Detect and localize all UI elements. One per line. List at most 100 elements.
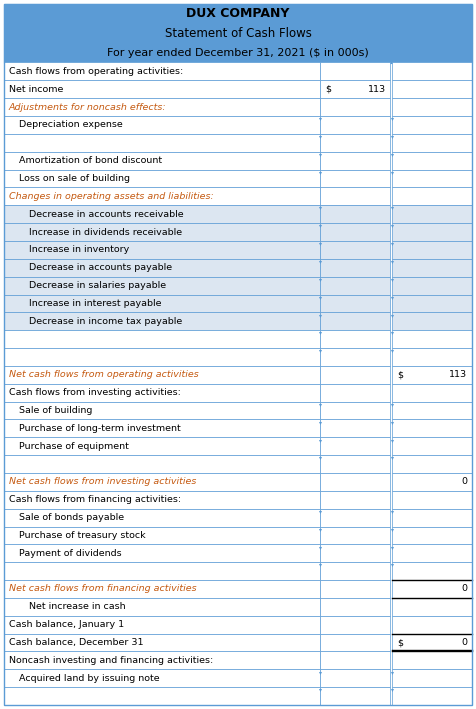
Bar [320,527,390,545]
Bar [4,98,320,116]
Bar [4,259,320,277]
Text: Net cash flows from investing activities: Net cash flows from investing activities [9,477,197,486]
Bar [4,634,320,652]
Bar [320,116,390,134]
Text: Decrease in accounts payable: Decrease in accounts payable [29,263,172,272]
Text: Purchase of equipment: Purchase of equipment [19,442,129,451]
Bar [320,313,390,330]
Bar [392,366,472,384]
Bar [392,277,472,294]
Bar [320,241,390,259]
Bar [392,134,472,152]
Bar [4,294,320,313]
Bar [4,598,320,615]
Bar [320,259,390,277]
Text: Purchase of long-term investment: Purchase of long-term investment [19,424,181,433]
Text: Decrease in accounts receivable: Decrease in accounts receivable [29,210,184,218]
Bar [4,223,320,241]
Text: Depreciation expense: Depreciation expense [19,121,123,130]
Bar [392,669,472,687]
Bar [320,562,390,580]
Bar [4,401,320,420]
Bar [4,277,320,294]
Bar [392,241,472,259]
Text: 113: 113 [368,85,386,94]
Bar [4,615,320,634]
Bar [320,473,390,491]
Bar [4,348,320,366]
Bar [392,206,472,223]
Bar [4,330,320,348]
Bar [320,330,390,348]
Text: Increase in interest payable: Increase in interest payable [29,299,161,308]
Text: $: $ [325,85,331,94]
Bar [320,652,390,669]
Text: Statement of Cash Flows: Statement of Cash Flows [165,27,311,40]
Bar [320,580,390,598]
Bar [4,206,320,223]
Bar [4,384,320,401]
Bar [4,420,320,437]
Text: Amortization of bond discount: Amortization of bond discount [19,156,162,165]
Bar [4,437,320,455]
Bar [392,169,472,187]
Bar [320,62,390,80]
Text: Decrease in income tax payable: Decrease in income tax payable [29,317,182,325]
Bar [320,634,390,652]
Bar [392,116,472,134]
Bar [4,134,320,152]
Bar [4,4,472,23]
Text: Net increase in cash: Net increase in cash [29,603,126,611]
Bar [392,545,472,562]
Bar [320,455,390,473]
Text: $: $ [397,370,403,379]
Bar [392,437,472,455]
Bar [4,669,320,687]
Text: Cash balance, January 1: Cash balance, January 1 [9,620,124,629]
Text: DUX COMPANY: DUX COMPANY [186,7,290,21]
Text: For year ended December 31, 2021 ($ in 000s): For year ended December 31, 2021 ($ in 0… [107,48,369,57]
Bar [392,580,472,598]
Bar [4,313,320,330]
Text: Adjustments for noncash effects:: Adjustments for noncash effects: [9,103,167,111]
Text: Cash balance, December 31: Cash balance, December 31 [9,638,143,647]
Bar [392,313,472,330]
Text: Acquired land by issuing note: Acquired land by issuing note [19,674,159,683]
Text: $: $ [397,638,403,647]
Text: Increase in dividends receivable: Increase in dividends receivable [29,228,182,237]
Bar [392,562,472,580]
Text: Sale of bonds payable: Sale of bonds payable [19,513,124,522]
Bar [4,455,320,473]
Bar [392,615,472,634]
Bar [4,62,320,80]
Text: 0: 0 [461,638,467,647]
Text: 0: 0 [461,477,467,486]
Bar [320,615,390,634]
Bar [392,152,472,169]
Bar [4,116,320,134]
Bar [4,562,320,580]
Text: Changes in operating assets and liabilities:: Changes in operating assets and liabilit… [9,192,214,201]
Bar [320,401,390,420]
Bar [4,80,320,98]
Bar [4,491,320,508]
Bar [320,169,390,187]
Bar [320,687,390,705]
Bar [320,384,390,401]
Bar [4,652,320,669]
Text: Net income: Net income [9,85,63,94]
Text: Cash flows from financing activities:: Cash flows from financing activities: [9,496,181,504]
Bar [320,669,390,687]
Bar [392,652,472,669]
Bar [4,187,320,206]
Bar [4,169,320,187]
Bar [320,98,390,116]
Bar [320,437,390,455]
Bar [4,687,320,705]
Bar [4,545,320,562]
Bar [392,62,472,80]
Bar [392,80,472,98]
Bar [4,473,320,491]
Text: Sale of building: Sale of building [19,406,92,415]
Bar [320,206,390,223]
